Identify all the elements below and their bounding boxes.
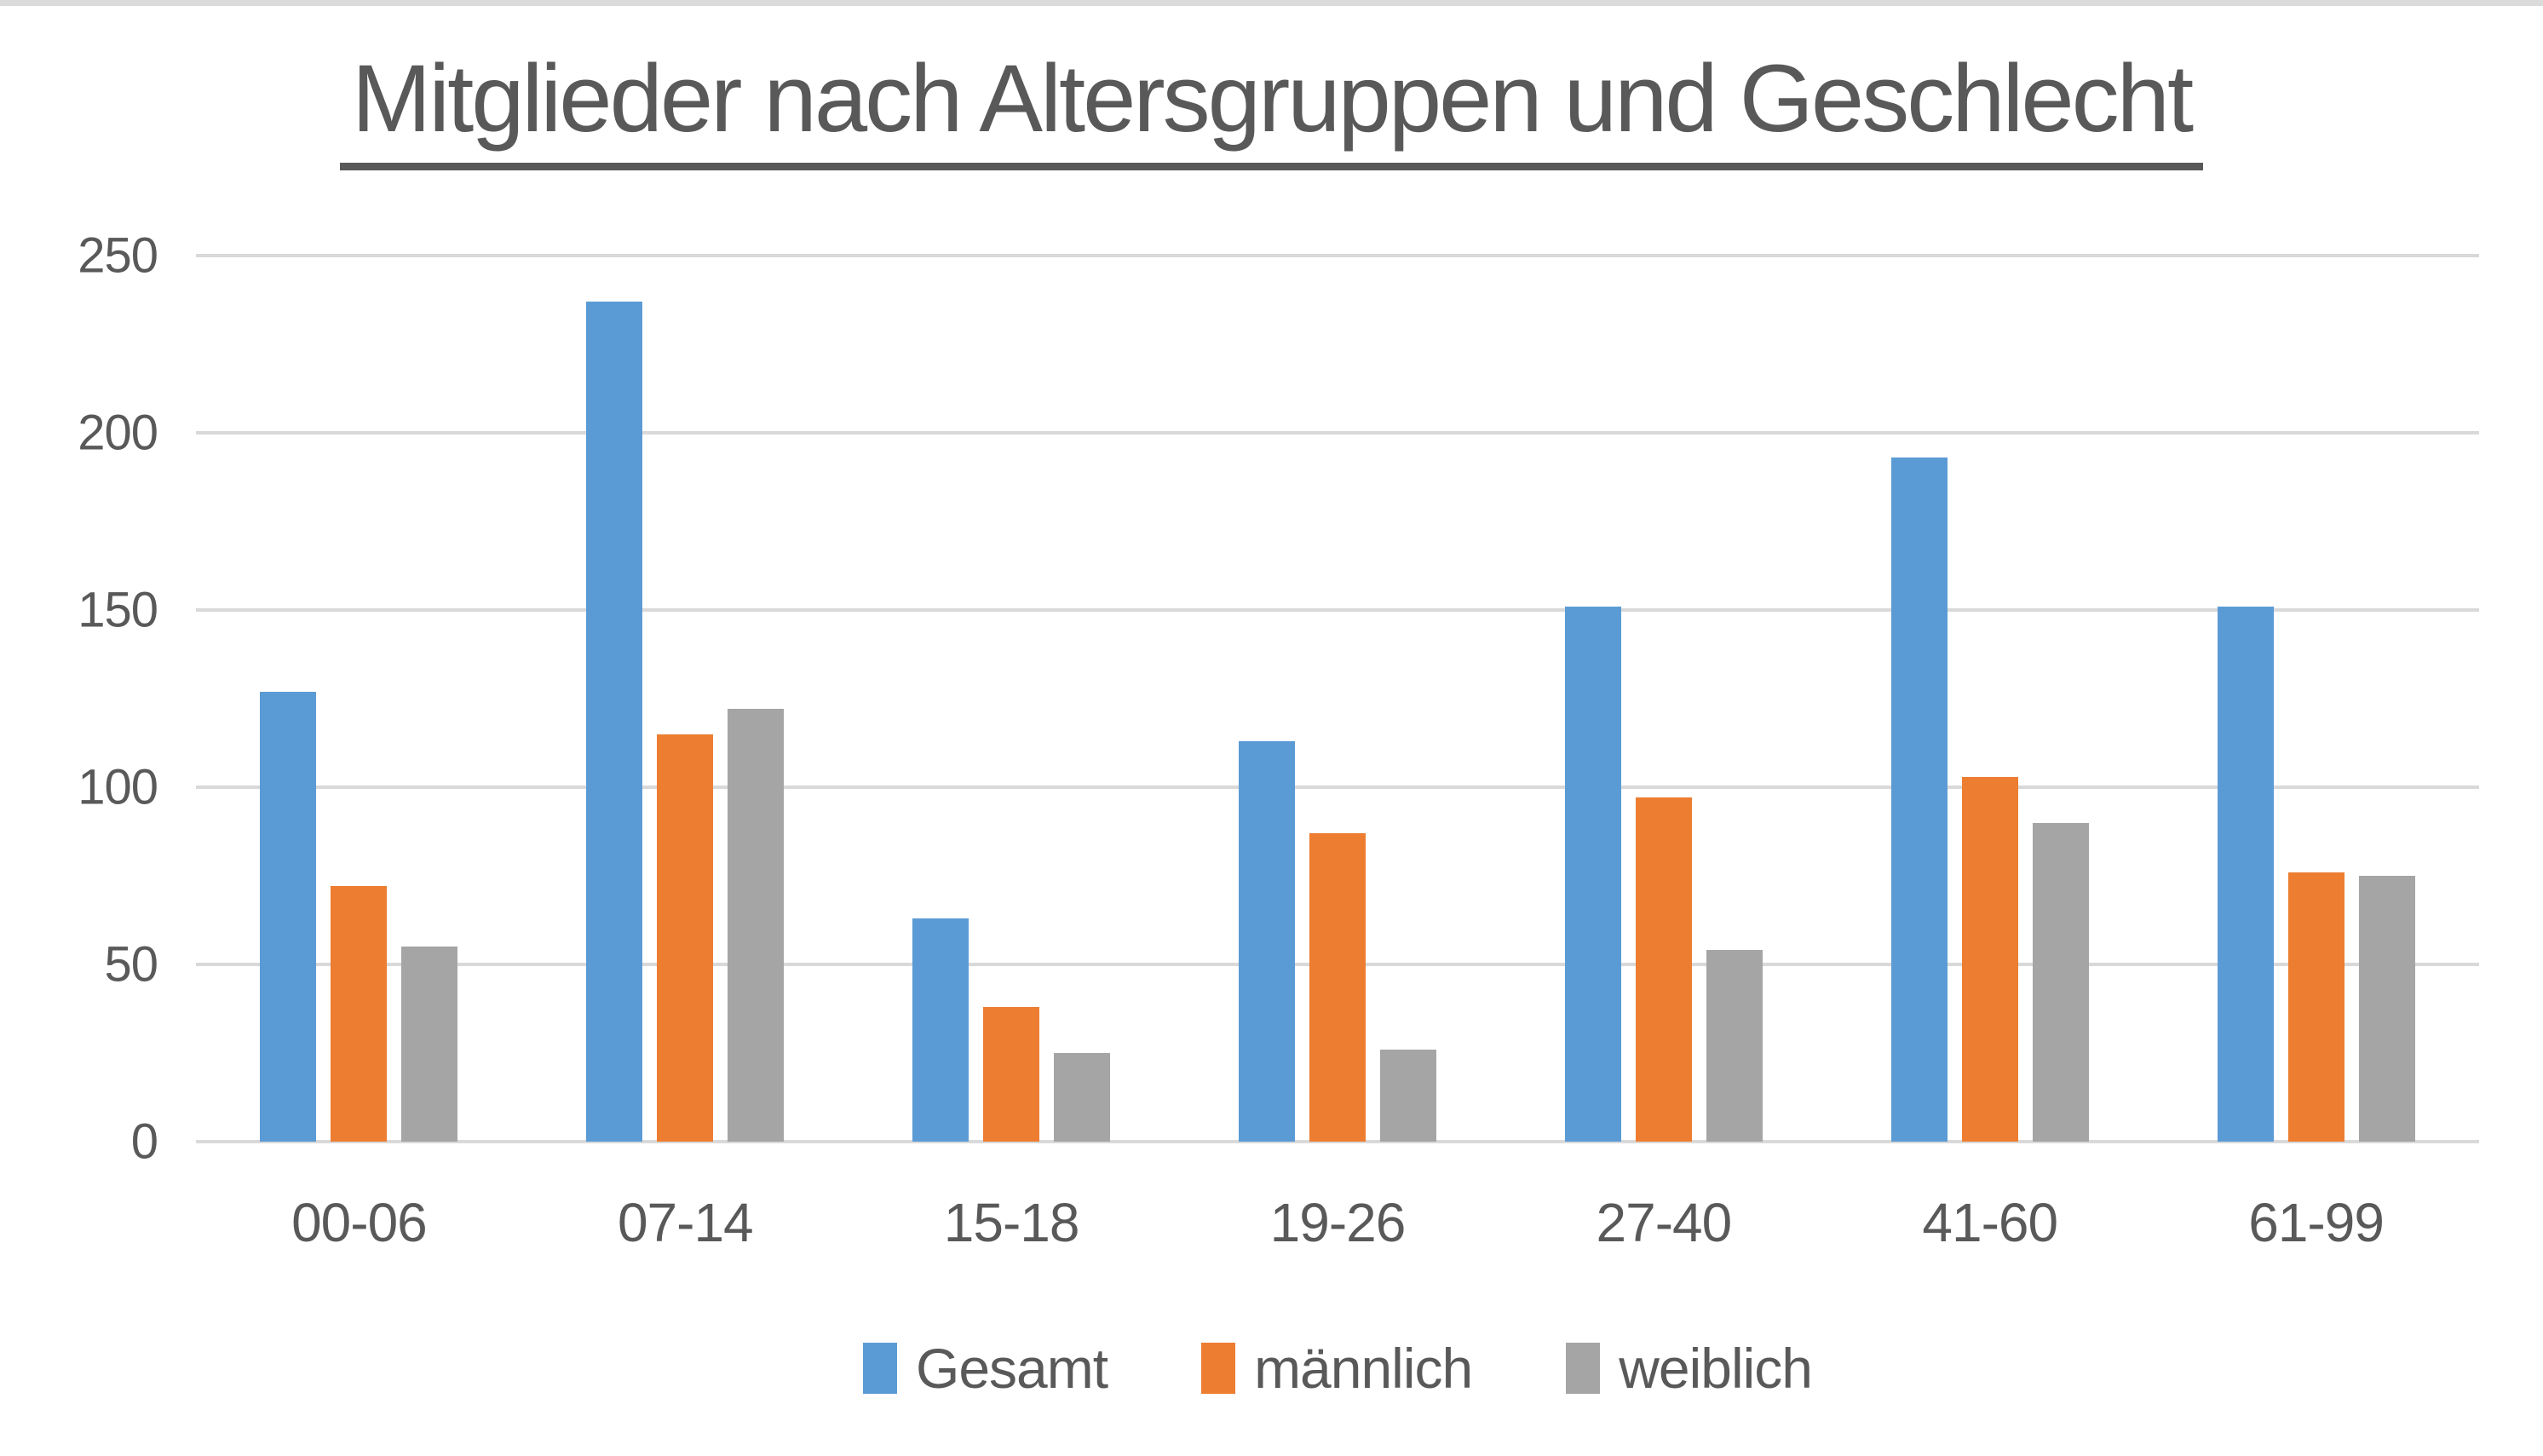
- legend-swatch-männlich: [1201, 1343, 1236, 1394]
- bar-weiblich-27-40: [1706, 950, 1763, 1142]
- y-tick-label-200: 200: [78, 405, 158, 461]
- bar-Gesamt-15-18: [912, 918, 969, 1142]
- legend-item-männlich: männlich: [1201, 1336, 1473, 1401]
- legend-label-Gesamt: Gesamt: [916, 1337, 1108, 1400]
- y-tick-label-150: 150: [78, 582, 158, 638]
- x-axis-label-19-26: 19-26: [1269, 1192, 1407, 1253]
- bar-group-19-26: [1175, 256, 1501, 1142]
- bar-group-07-14: [522, 256, 849, 1142]
- bar-Gesamt-19-26: [1239, 740, 1295, 1142]
- x-axis-label-41-60: 41-60: [1922, 1192, 2058, 1253]
- bar-group-27-40: [1500, 256, 1827, 1142]
- bar-männlich-07-14: [657, 734, 714, 1142]
- bar-männlich-19-26: [1309, 833, 1366, 1142]
- x-axis-label-15-18: 15-18: [943, 1192, 1080, 1253]
- y-tick-label-100: 100: [78, 759, 158, 815]
- bar-weiblich-61-99: [2358, 876, 2415, 1142]
- x-axis-label-61-99: 61-99: [2248, 1192, 2385, 1253]
- gridline-y-250: [196, 254, 2479, 257]
- bar-group-15-18: [849, 256, 1175, 1142]
- bar-weiblich-15-18: [1054, 1053, 1111, 1142]
- bar-männlich-41-60: [1961, 776, 2018, 1142]
- gridline-y-150: [196, 608, 2479, 612]
- bar-männlich-61-99: [2287, 872, 2345, 1142]
- bar-Gesamt-07-14: [586, 302, 643, 1142]
- bar-männlich-15-18: [983, 1006, 1040, 1142]
- x-axis-label-00-06: 00-06: [291, 1192, 428, 1253]
- bar-group-00-06: [196, 256, 522, 1142]
- x-axis-line: [196, 1140, 2479, 1143]
- bar-männlich-27-40: [1635, 797, 1692, 1142]
- top-border-strip: [0, 0, 2543, 6]
- gridline-y-200: [196, 431, 2479, 434]
- bar-Gesamt-00-06: [260, 691, 317, 1142]
- legend-item-Gesamt: Gesamt: [863, 1336, 1108, 1401]
- y-tick-label-0: 0: [130, 1114, 158, 1170]
- bar-group-61-99: [2153, 256, 2479, 1142]
- bar-Gesamt-61-99: [2217, 606, 2274, 1142]
- x-axis-label-07-14: 07-14: [617, 1192, 754, 1253]
- bar-männlich-00-06: [331, 886, 388, 1142]
- bar-weiblich-00-06: [401, 947, 458, 1142]
- y-tick-label-50: 50: [104, 936, 158, 993]
- bar-Gesamt-41-60: [1890, 458, 1948, 1142]
- legend-item-weiblich: weiblich: [1566, 1336, 1813, 1401]
- bar-groups: [196, 256, 2479, 1142]
- chart-title: Mitglieder nach Altersgruppen und Geschl…: [339, 44, 2204, 170]
- plot-area: 0 50 100 150 200 250: [78, 228, 2479, 1170]
- bar-group-41-60: [1827, 256, 2153, 1142]
- legend-label-weiblich: weiblich: [1619, 1337, 1813, 1400]
- chart-legend: Gesamt männlich weiblich: [196, 1336, 2479, 1401]
- gridline-y-100: [196, 786, 2479, 789]
- legend-swatch-weiblich: [1566, 1343, 1601, 1394]
- chart-title-row: Mitglieder nach Altersgruppen und Geschl…: [0, 44, 2543, 170]
- legend-label-männlich: männlich: [1254, 1337, 1473, 1400]
- bar-weiblich-19-26: [1380, 1049, 1436, 1142]
- x-axis-label-27-40: 27-40: [1596, 1192, 1733, 1253]
- bar-Gesamt-27-40: [1564, 606, 1621, 1142]
- y-tick-label-250: 250: [78, 227, 158, 284]
- bar-weiblich-07-14: [728, 709, 785, 1142]
- legend-swatch-Gesamt: [863, 1343, 897, 1394]
- bar-weiblich-41-60: [2032, 822, 2089, 1142]
- x-axis-labels: 00-06 07-14 15-18 19-26 27-40 41-60 61-99: [196, 1191, 2479, 1254]
